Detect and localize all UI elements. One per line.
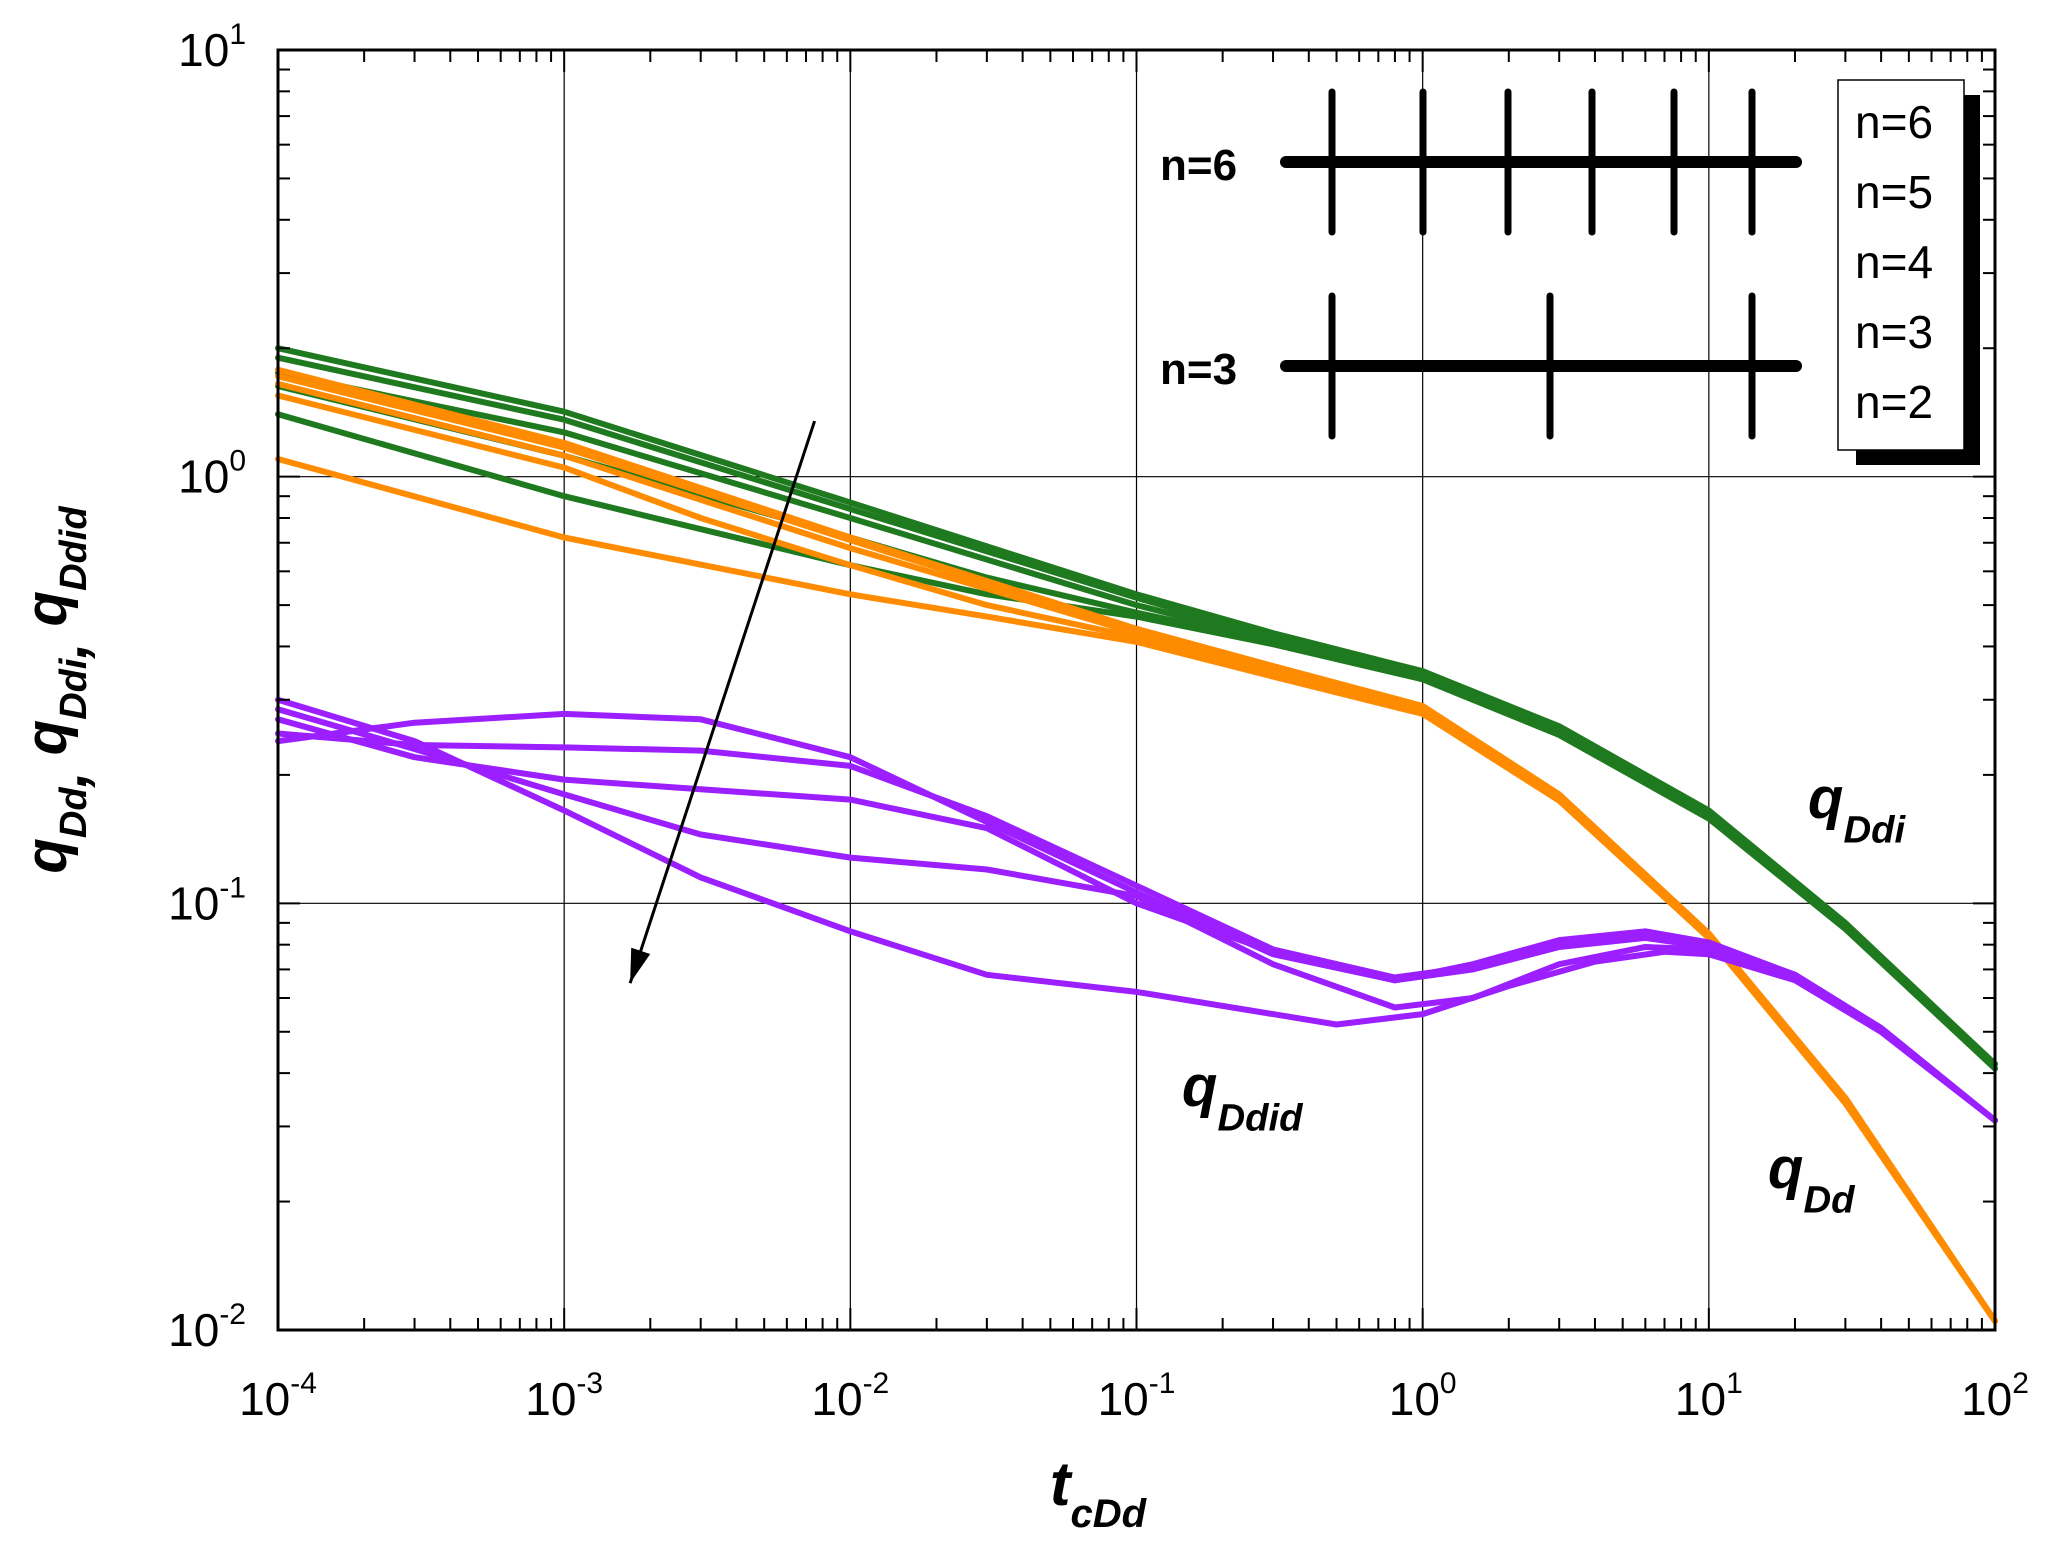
- x-tick-label: 101: [1675, 1367, 1743, 1425]
- series-line-qdd-9: [275, 456, 1998, 1324]
- label-qddid: qDdid: [1182, 1054, 1304, 1139]
- x-tick-label: 10-4: [239, 1367, 317, 1425]
- trend-arrow-line: [628, 420, 817, 984]
- y-tick-label: 100: [178, 445, 246, 503]
- tick-labels: 10-4 10-3 10-2 10-1 100 101 102 10-2 10-1 100 101: [168, 18, 2029, 1425]
- x-tick-label: 102: [1961, 1367, 2029, 1425]
- label-qddi: qDdi: [1808, 766, 1906, 851]
- series-line-qddid-10: [275, 696, 1998, 1124]
- fracture-schematic: n=6 n=3: [1160, 88, 1802, 440]
- series-line-qddi-4: [275, 411, 1998, 1072]
- schematic-well-n=3: n=3: [1160, 292, 1802, 440]
- y-tick-label: 10-1: [168, 871, 246, 929]
- x-axis-label: tcDd: [1050, 1450, 1148, 1536]
- y-axis-label: qDd, qDdi, qDdid: [14, 506, 99, 874]
- x-tick-label: 10-3: [525, 1367, 603, 1425]
- series-group: [275, 345, 1998, 1324]
- label-qdd: qDd: [1768, 1136, 1856, 1221]
- legend-box: [1837, 79, 1965, 451]
- legend-entry: n=3: [1855, 306, 1933, 358]
- series-line-qddid-14: [275, 710, 1998, 1124]
- ticks: [277, 49, 1996, 1331]
- schematic-label: n=6: [1160, 141, 1237, 190]
- y-tick-label: 10-2: [168, 1298, 246, 1356]
- schematic-label: n=3: [1160, 345, 1237, 394]
- legend: n=6 n=5 n=4 n=3 n=2: [1837, 79, 1980, 465]
- axis-labels: tcDd qDd, qDdi, qDdid: [14, 506, 1148, 1536]
- schematic-well-n=6: n=6: [1160, 88, 1802, 236]
- legend-entry: n=5: [1855, 166, 1933, 218]
- trend-arrow-head: [630, 947, 651, 984]
- x-tick-label: 100: [1389, 1367, 1457, 1425]
- legend-entry: n=6: [1855, 96, 1933, 148]
- legend-entry: n=2: [1855, 376, 1933, 428]
- annotations: qDdi qDd qDdid: [628, 420, 1906, 1221]
- x-tick-label: 10-1: [1098, 1367, 1176, 1425]
- x-tick-label: 10-2: [811, 1367, 889, 1425]
- legend-entry: n=4: [1855, 236, 1933, 288]
- y-tick-label: 101: [178, 18, 246, 76]
